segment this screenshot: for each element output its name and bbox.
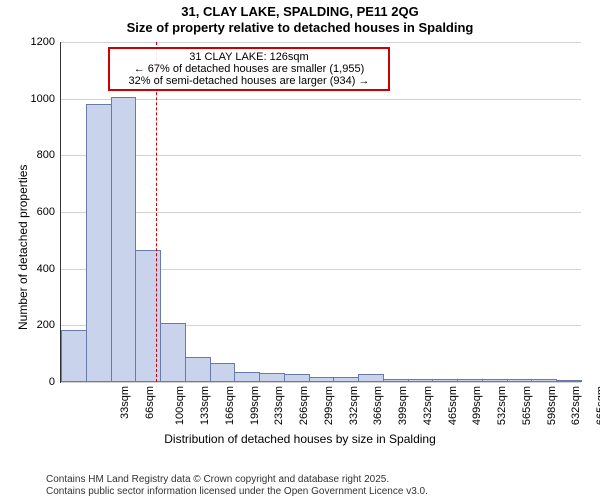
x-tick-label: 266sqm [298,386,310,425]
x-tick-label: 366sqm [373,386,385,425]
x-tick-label: 100sqm [174,386,186,425]
gridline [61,382,581,383]
gridline [61,155,581,156]
x-tick-label: 598sqm [546,386,558,425]
annotation-line: ← 67% of detached houses are smaller (1,… [114,63,384,75]
x-tick-label: 499sqm [472,386,484,425]
annotation-box: 31 CLAY LAKE: 126sqm← 67% of detached ho… [108,47,390,91]
x-tick-label: 465sqm [447,386,459,425]
y-tick-label: 800 [37,149,55,161]
x-tick-label: 199sqm [249,386,261,425]
x-tick-label: 166sqm [224,386,236,425]
x-tick-label: 33sqm [119,386,131,419]
y-tick-label: 1200 [31,36,55,48]
histogram-bar [86,104,112,382]
histogram-chart: { "title": { "line1": "31, CLAY LAKE, SP… [0,0,600,500]
histogram-bar [210,363,236,382]
footer-line-1: Contains HM Land Registry data © Crown c… [46,474,389,485]
y-axis-label: Number of detached properties [16,165,30,330]
gridline [61,42,581,43]
y-tick-label: 200 [37,319,55,331]
histogram-bar [507,379,533,382]
gridline [61,99,581,100]
histogram-bar [333,377,359,382]
x-tick-label: 432sqm [422,386,434,425]
y-tick-label: 1000 [31,93,55,105]
x-tick-label: 632sqm [571,386,583,425]
x-tick-label: 532sqm [496,386,508,425]
histogram-bar [61,330,87,382]
y-tick-label: 600 [37,206,55,218]
histogram-bar [111,97,137,382]
histogram-bar [383,379,409,382]
histogram-bar [408,379,434,382]
x-tick-label: 332sqm [348,386,360,425]
histogram-bar [531,379,557,382]
y-tick-label: 0 [49,376,55,388]
x-tick-label: 66sqm [144,386,156,419]
histogram-bar [309,377,335,382]
plot-area: 02004006008001000120033sqm66sqm100sqm133… [60,42,581,383]
annotation-line: 32% of semi-detached houses are larger (… [114,75,384,87]
x-tick-label: 299sqm [323,386,335,425]
chart-title-line2: Size of property relative to detached ho… [0,20,600,35]
y-tick-label: 400 [37,263,55,275]
histogram-bar [259,373,285,382]
histogram-bar [482,379,508,382]
histogram-bar [457,379,483,382]
x-tick-label: 133sqm [199,386,211,425]
histogram-bar [185,357,211,382]
annotation-line: 31 CLAY LAKE: 126sqm [114,51,384,63]
x-tick-label: 565sqm [521,386,533,425]
histogram-bar [284,374,310,382]
histogram-bar [160,323,186,382]
histogram-bar [358,374,384,382]
gridline [61,212,581,213]
histogram-bar [135,250,161,382]
x-axis-label: Distribution of detached houses by size … [0,432,600,446]
x-tick-label: 233sqm [273,386,285,425]
histogram-bar [432,379,458,382]
chart-title-line1: 31, CLAY LAKE, SPALDING, PE11 2QG [0,4,600,19]
histogram-bar [556,380,582,382]
footer-line-2: Contains public sector information licen… [46,486,428,497]
histogram-bar [234,372,260,383]
x-tick-label: 665sqm [595,386,600,425]
property-marker-line [156,42,157,382]
x-tick-label: 399sqm [397,386,409,425]
